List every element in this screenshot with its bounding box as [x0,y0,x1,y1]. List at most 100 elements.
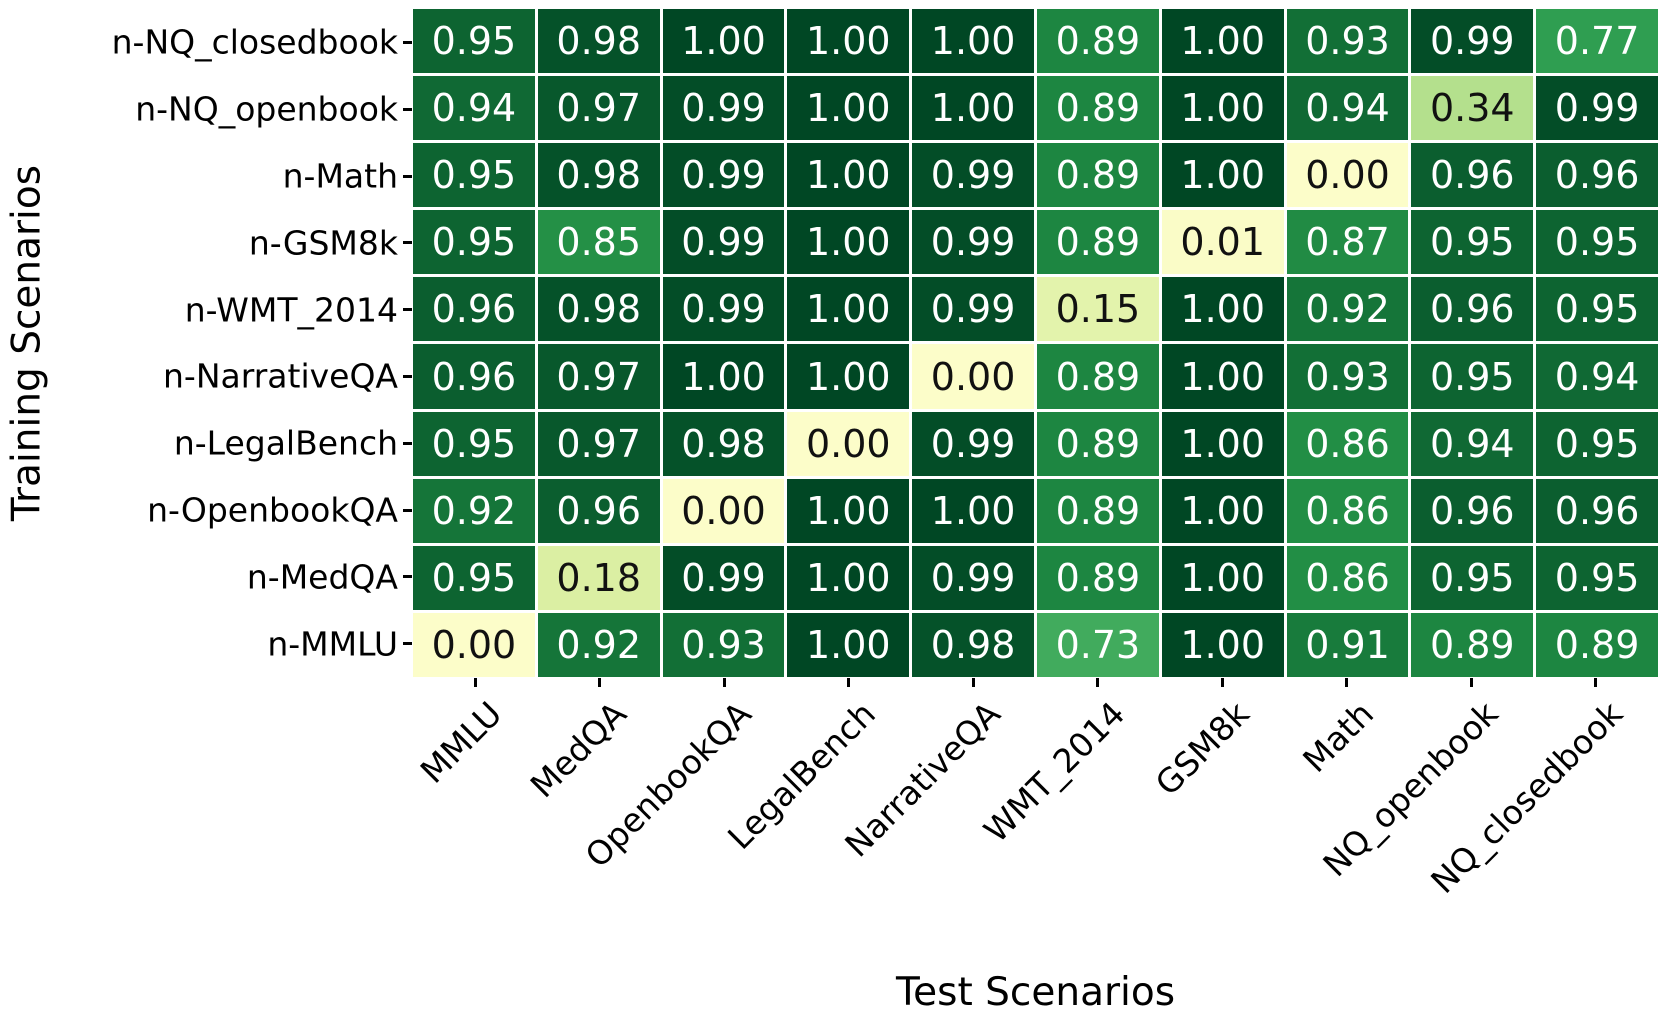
x-tick-mark [1594,678,1598,687]
row-label: n-LegalBench [173,423,398,463]
x-tick-mark [1096,678,1100,687]
heatmap-cell: 0.89 [1037,411,1159,476]
heatmap-cell: 0.96 [1411,143,1534,208]
x-tick-mark [598,678,602,687]
heatmap-cell: 0.99 [662,143,785,208]
heatmap-cell: 0.89 [1411,612,1534,677]
col-label: GSM8k [1147,694,1257,803]
y-tick-mark [403,308,412,312]
heatmap-cell: 1.00 [1161,612,1284,677]
x-tick-mark [722,678,726,687]
heatmap-cell: 0.18 [537,545,660,610]
heatmap-cell: 0.97 [537,344,660,409]
row-label: n-NarrativeQA [163,356,398,396]
heatmap-cell: 0.93 [1286,344,1409,409]
heatmap-cell: 0.95 [413,143,535,208]
heatmap-cell: 0.86 [1286,478,1409,543]
heatmap-cell: 1.00 [1161,143,1284,208]
heatmap-cell: 0.99 [662,76,785,141]
row-label: n-NQ_closedbook [111,22,398,62]
col-label: MMLU [413,694,510,791]
heatmap-cell: 0.89 [1536,612,1658,677]
y-tick-mark [403,40,412,44]
heatmap-cell: 0.95 [1536,545,1658,610]
heatmap-grid: 0.95 0.98 1.00 1.00 1.00 0.89 1.00 0.93 0.99 0.77… [413,9,1658,677]
heatmap-cell: 0.85 [537,210,660,275]
heatmap-cell: 0.89 [1037,478,1159,543]
heatmap-cell: 0.97 [537,411,660,476]
heatmap-cell: 0.89 [1037,143,1159,208]
heatmap-cell: 0.95 [1411,210,1534,275]
heatmap-cell: 0.95 [1411,344,1534,409]
heatmap-cell: 1.00 [1161,344,1284,409]
heatmap-cell: 0.89 [1037,545,1159,610]
heatmap-cell: 1.00 [1161,277,1284,342]
heatmap-cell: 0.99 [662,545,785,610]
heatmap-cell: 0.99 [662,277,785,342]
heatmap-cell: 1.00 [1161,76,1284,141]
heatmap-cell: 0.96 [1536,143,1658,208]
row-label: n-Math [282,156,398,196]
heatmap-cell: 0.73 [1037,612,1159,677]
x-tick-mark [847,678,851,687]
x-axis-title: Test Scenarios [895,970,1176,1015]
row-label: n-GSM8k [248,223,398,263]
heatmap-cell: 0.94 [1286,76,1409,141]
heatmap-cell: 1.00 [787,76,910,141]
heatmap-cell: 0.98 [537,143,660,208]
heatmap-cell: 0.96 [413,344,535,409]
heatmap-cell: 1.00 [1161,9,1284,74]
heatmap-cell: 1.00 [787,143,910,208]
y-axis-title: Training Scenarios [4,164,50,522]
heatmap-cell: 0.95 [413,411,535,476]
row-label: n-MedQA [246,557,398,597]
x-tick-mark [473,678,477,687]
heatmap-cell: 1.00 [787,210,910,275]
heatmap-cell: 0.89 [1037,344,1159,409]
heatmap-cell: 0.99 [1536,76,1658,141]
y-tick-mark [403,642,412,646]
heatmap-cell: 1.00 [1161,411,1284,476]
heatmap-cell: 0.98 [912,612,1034,677]
heatmap-cell: 0.98 [662,411,785,476]
heatmap-cell: 0.77 [1536,9,1658,74]
heatmap-cell: 1.00 [912,9,1034,74]
heatmap-cell: 0.15 [1037,277,1159,342]
heatmap-cell: 0.95 [413,210,535,275]
heatmap-cell: 0.99 [662,210,785,275]
x-tick-mark [971,678,975,687]
heatmap-cell: 1.00 [1161,545,1284,610]
heatmap-cell: 0.96 [537,478,660,543]
heatmap-cell: 1.00 [787,612,910,677]
heatmap-cell: 0.00 [912,344,1034,409]
row-label: n-WMT_2014 [184,290,398,330]
heatmap-cell: 0.99 [912,277,1034,342]
heatmap-cell: 0.89 [1037,76,1159,141]
heatmap-cell: 0.94 [1411,411,1534,476]
heatmap-cell: 0.99 [912,143,1034,208]
heatmap-cell: 0.00 [413,612,535,677]
row-label: n-NQ_openbook [135,89,398,129]
heatmap-cell: 0.89 [1037,210,1159,275]
heatmap-cell: 1.00 [662,9,785,74]
heatmap-cell: 0.92 [413,478,535,543]
y-tick-mark [403,241,412,245]
heatmap-cell: 0.96 [1411,478,1534,543]
heatmap-cell: 0.95 [413,9,535,74]
heatmap-cell: 0.96 [1411,277,1534,342]
heatmap-cell: 0.96 [1536,478,1658,543]
y-tick-mark [403,174,412,178]
heatmap-cell: 1.00 [787,545,910,610]
x-tick-mark [1469,678,1473,687]
heatmap-cell: 0.93 [662,612,785,677]
heatmap-cell: 1.00 [1161,478,1284,543]
heatmap-cell: 1.00 [912,478,1034,543]
heatmap-cell: 0.95 [1536,210,1658,275]
heatmap-cell: 0.89 [1037,9,1159,74]
heatmap-cell: 0.98 [537,277,660,342]
y-tick-mark [403,107,412,111]
heatmap-cell: 1.00 [787,478,910,543]
y-tick-mark [403,508,412,512]
heatmap-cell: 0.86 [1286,411,1409,476]
